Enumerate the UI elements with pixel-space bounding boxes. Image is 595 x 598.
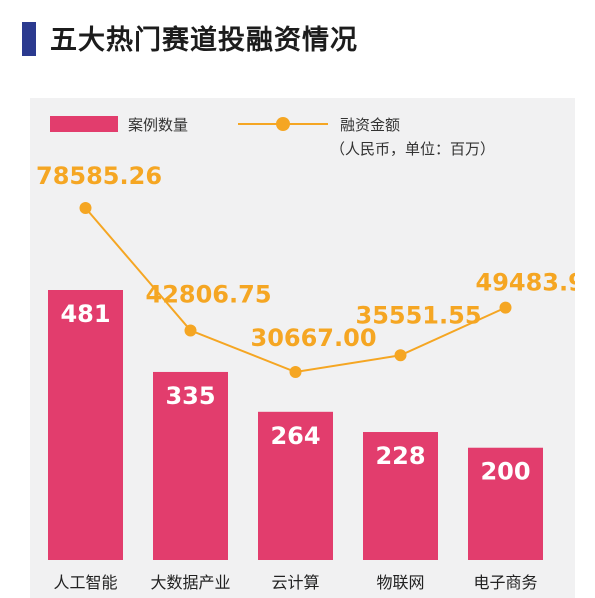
bar-value-label-1: 335 (165, 382, 215, 410)
category-label-1: 大数据产业 (150, 573, 230, 592)
line-value-label-2: 30667.00 (251, 324, 377, 352)
category-label-2: 云计算 (271, 573, 319, 592)
legend-line-marker (276, 117, 290, 131)
title-accent-bar (22, 22, 36, 56)
bar-value-label-0: 481 (60, 300, 110, 328)
line-point-2 (289, 366, 302, 378)
line-value-label-0: 78585.26 (36, 162, 162, 190)
line-point-1 (184, 324, 197, 337)
line-point-0 (79, 202, 92, 214)
chart-svg: 案例数量 融资金额 （人民币，单位：百万） 481 335 264 228 200 78… (36, 116, 575, 592)
bar-4 (468, 447, 543, 560)
category-labels: 人工智能 大数据产业 云计算 物联网 电子商务 (53, 573, 537, 592)
line-value-label-3: 35551.55 (356, 301, 482, 329)
category-label-3: 物联网 (376, 573, 424, 592)
bar-0 (48, 290, 123, 560)
bar-3 (363, 432, 438, 560)
page-title: 五大热门赛道投融资情况 (50, 25, 358, 56)
bar-2 (258, 411, 333, 560)
chart-panel: 案例数量 融资金额 （人民币，单位：百万） 481 335 264 228 200 78… (30, 98, 575, 598)
bar-1 (153, 371, 228, 560)
legend-bar-swatch (50, 116, 118, 132)
category-label-0: 人工智能 (53, 573, 117, 592)
legend-line-unit: （人民币，单位：百万） (330, 140, 495, 158)
category-label-4: 电子商务 (473, 573, 537, 592)
legend-line-label: 融资金额 (340, 116, 400, 134)
line-point-4 (499, 301, 512, 314)
line-value-label-1: 42806.75 (146, 280, 272, 308)
line-point-3 (394, 349, 407, 362)
bar-value-label-3: 228 (375, 442, 425, 470)
line-value-label-4: 49483.95 (476, 269, 576, 297)
legend-bar-label: 案例数量 (128, 116, 188, 134)
bar-value-label-4: 200 (480, 458, 530, 486)
bar-value-label-2: 264 (270, 422, 320, 450)
bars-group: 481 335 264 228 200 (48, 290, 543, 560)
